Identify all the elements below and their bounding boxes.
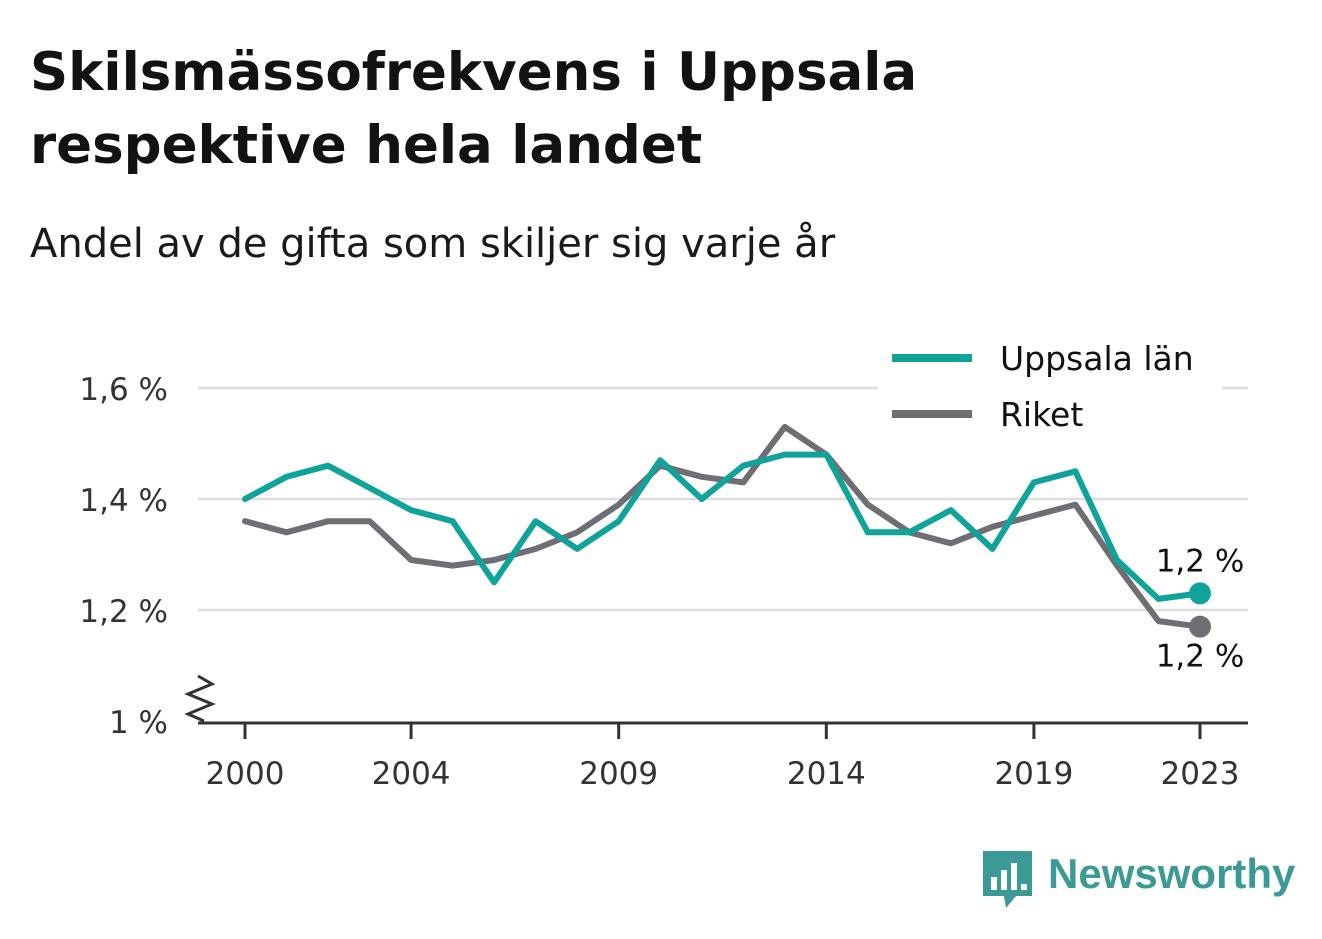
chart-title: Skilsmässofrekvens i Uppsala respektive … xyxy=(30,42,918,176)
end-point-riket xyxy=(1189,615,1211,638)
legend-label: Riket xyxy=(1000,395,1083,434)
brand-name: Newsworthy xyxy=(1048,850,1296,897)
x-tick-label: 2014 xyxy=(787,756,866,792)
axes: 1 % 1,2 % 1,4 % 1,6 % 2000 2004 2009 2014 2019 20… xyxy=(79,372,1248,792)
end-point-uppsala xyxy=(1189,582,1211,605)
legend-box xyxy=(878,334,1222,442)
y-tick-label: 1,2 % xyxy=(79,594,168,630)
x-tick-label: 2019 xyxy=(994,756,1073,792)
y-tick-label: 1 % xyxy=(109,705,168,741)
x-tick-label: 2009 xyxy=(579,756,658,792)
series-line-riket xyxy=(242,423,1203,630)
newsworthy-logo-icon xyxy=(983,851,1032,908)
end-labels: 1,2 % 1,2 % xyxy=(1156,543,1245,674)
series-line-uppsala xyxy=(242,451,1203,602)
newsworthy-logo[interactable]: Newsworthy xyxy=(980,846,1300,912)
end-label-riket: 1,2 % xyxy=(1156,639,1245,675)
legend-label: Uppsala län xyxy=(1000,339,1194,378)
y-tick-label: 1,6 % xyxy=(79,372,168,408)
x-tick-label: 2023 xyxy=(1161,756,1240,792)
x-tick-label: 2004 xyxy=(372,756,451,792)
end-label-uppsala: 1,2 % xyxy=(1156,543,1245,579)
y-tick-label: 1,4 % xyxy=(79,483,168,519)
legend: Uppsala län Riket xyxy=(878,334,1222,442)
axis-break-icon xyxy=(184,674,216,723)
series-lines xyxy=(242,423,1211,638)
x-tick-label: 2000 xyxy=(206,756,285,792)
chart-subtitle: Andel av de gifta som skiljer sig varje … xyxy=(30,221,836,267)
